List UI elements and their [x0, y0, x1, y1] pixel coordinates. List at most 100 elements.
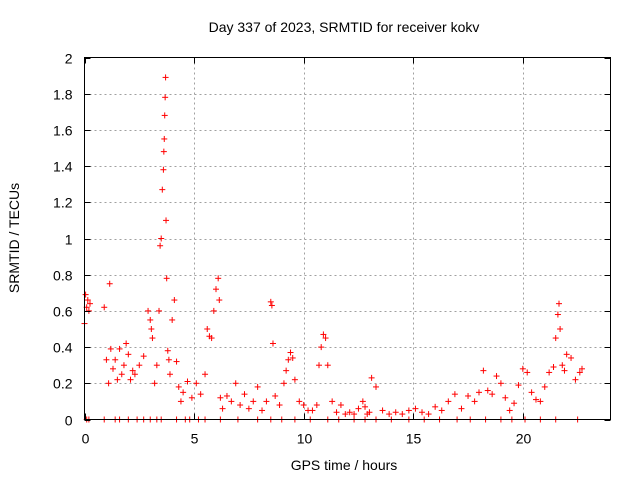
- data-point: [241, 391, 248, 398]
- data-point: [438, 407, 445, 414]
- y-tick-label: 0.2: [53, 376, 73, 392]
- data-point: [136, 362, 143, 369]
- grid-lines: [84, 57, 611, 420]
- data-point: [159, 186, 166, 193]
- data-point: [213, 286, 219, 293]
- data-point: [149, 335, 156, 342]
- data-point: [557, 326, 564, 332]
- data-point: [419, 409, 426, 416]
- x-tick-label: 5: [191, 431, 199, 447]
- data-point: [269, 340, 276, 347]
- y-tick-label: 0.6: [53, 304, 73, 320]
- data-point: [524, 369, 531, 376]
- data-point: [197, 391, 204, 398]
- data-point: [156, 307, 163, 314]
- data-point: [217, 394, 224, 401]
- data-point: [316, 362, 323, 369]
- data-point: [268, 302, 275, 309]
- data-point: [289, 354, 296, 361]
- y-axis-label: SRMTID / TECUs: [6, 183, 22, 293]
- data-point: [107, 345, 114, 352]
- data-point: [280, 380, 287, 387]
- data-point: [480, 367, 487, 374]
- y-tick-label: 1.6: [53, 123, 73, 139]
- data-point: [272, 392, 279, 399]
- data-point: [333, 409, 340, 416]
- data-point: [180, 389, 187, 396]
- data-point: [84, 297, 91, 304]
- data-point: [140, 353, 147, 360]
- data-point: [506, 407, 513, 414]
- data-point: [147, 316, 154, 323]
- data-point: [392, 409, 399, 416]
- data-point: [129, 367, 136, 374]
- x-tick-label: 20: [516, 431, 532, 447]
- data-point: [120, 362, 127, 369]
- data-point: [309, 407, 316, 414]
- data-point: [412, 405, 419, 412]
- y-tick-label: 0.4: [53, 340, 73, 356]
- data-point: [85, 307, 92, 314]
- data-point: [476, 389, 482, 396]
- axis-ticks: 00.20.40.60.811.21.41.61.820 5 10 15 20: [53, 51, 611, 447]
- data-point: [379, 407, 386, 414]
- data-point: [125, 351, 132, 358]
- data-point: [171, 297, 178, 304]
- data-point: [202, 371, 209, 378]
- data-point: [372, 383, 379, 390]
- data-point: [324, 362, 331, 369]
- data-point: [465, 392, 472, 399]
- data-point: [362, 403, 369, 410]
- data-point: [162, 74, 169, 81]
- data-point: [82, 291, 89, 298]
- data-point: [342, 411, 349, 418]
- data-point: [497, 380, 504, 387]
- data-point: [123, 340, 130, 347]
- data-point: [320, 331, 327, 338]
- x-axis-label: GPS time / hours: [291, 457, 398, 473]
- data-point: [158, 235, 165, 242]
- data-point: [532, 396, 539, 403]
- chart-title: Day 337 of 2023, SRMTID for receiver kok…: [209, 19, 480, 35]
- data-point: [223, 392, 230, 399]
- data-point: [161, 135, 168, 142]
- data-point: [451, 391, 458, 398]
- data-point: [204, 326, 211, 332]
- data-point: [245, 405, 252, 412]
- data-point: [250, 398, 257, 405]
- data-point: [169, 316, 176, 323]
- data-point: [114, 376, 121, 383]
- y-tick-label: 1: [65, 232, 73, 248]
- x-tick-label: 15: [406, 431, 422, 447]
- data-point: [116, 345, 123, 352]
- data-point: [519, 365, 526, 372]
- data-point: [484, 387, 491, 394]
- data-point: [559, 362, 566, 369]
- x-tick-label: 10: [297, 431, 313, 447]
- data-point: [318, 344, 325, 351]
- y-tick-label: 1.8: [53, 87, 73, 103]
- data-point: [572, 376, 579, 383]
- data-point: [175, 383, 182, 390]
- data-point: [445, 398, 452, 405]
- data-point: [228, 398, 235, 405]
- data-point: [103, 356, 110, 363]
- data-point: [276, 402, 283, 409]
- data-point: [267, 298, 274, 305]
- data-point: [283, 367, 290, 374]
- data-point: [546, 369, 553, 376]
- y-tick-label: 1.4: [53, 159, 73, 175]
- data-point: [263, 398, 270, 405]
- data-point: [554, 311, 561, 318]
- data-point: [188, 394, 195, 401]
- data-point: [576, 369, 583, 376]
- data-point: [329, 398, 336, 405]
- data-point: [127, 376, 134, 383]
- data-point: [153, 362, 160, 369]
- data-point: [86, 300, 93, 307]
- data-point: [458, 405, 465, 412]
- data-point: [148, 326, 155, 332]
- data-point: [254, 383, 261, 390]
- data-point: [537, 398, 544, 405]
